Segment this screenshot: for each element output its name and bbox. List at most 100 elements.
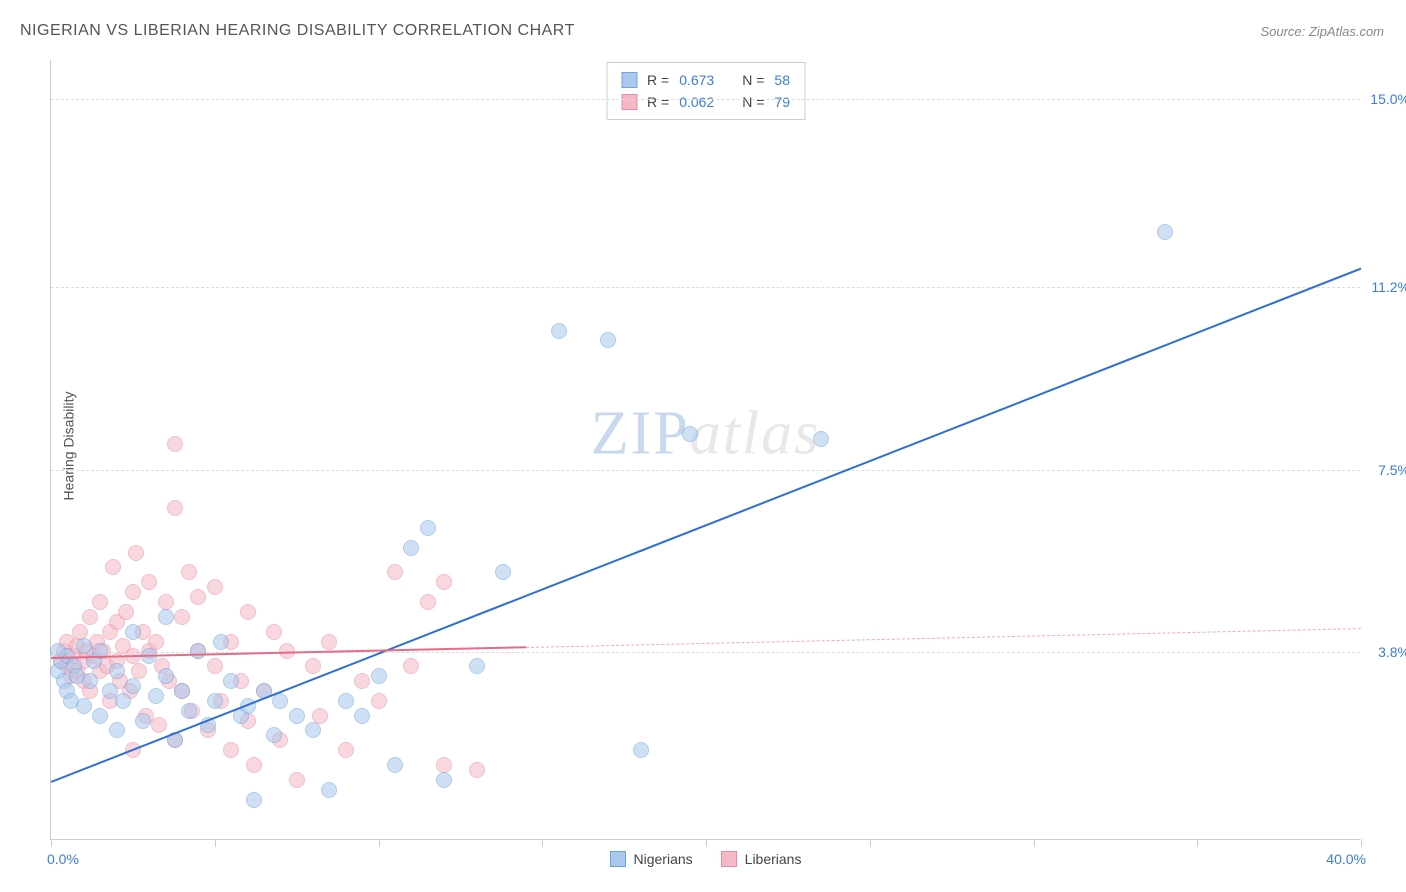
scatter-point <box>289 772 305 788</box>
scatter-point <box>338 742 354 758</box>
scatter-point <box>92 708 108 724</box>
scatter-point <box>72 624 88 640</box>
watermark-part1: ZIP <box>591 399 690 467</box>
scatter-point <box>266 624 282 640</box>
chart-title: NIGERIAN VS LIBERIAN HEARING DISABILITY … <box>20 22 575 40</box>
legend-swatch <box>610 851 626 867</box>
scatter-point <box>223 742 239 758</box>
scatter-point <box>181 703 197 719</box>
n-value: 79 <box>774 91 790 113</box>
scatter-point <box>1157 224 1173 240</box>
scatter-point <box>551 323 567 339</box>
scatter-point <box>321 782 337 798</box>
scatter-point <box>213 634 229 650</box>
watermark: ZIPatlas <box>591 398 821 469</box>
series-legend: Nigerians Liberians <box>610 851 802 867</box>
scatter-point <box>387 564 403 580</box>
scatter-point <box>125 584 141 600</box>
scatter-point <box>305 722 321 738</box>
scatter-point <box>403 540 419 556</box>
scatter-point <box>354 708 370 724</box>
r-label: R = <box>647 69 669 91</box>
legend-swatch <box>621 94 637 110</box>
scatter-point <box>436 574 452 590</box>
scatter-point <box>128 545 144 561</box>
y-tick-label: 15.0% <box>1370 91 1406 107</box>
scatter-point <box>305 658 321 674</box>
r-value: 0.062 <box>679 91 714 113</box>
r-value: 0.673 <box>679 69 714 91</box>
scatter-point <box>148 688 164 704</box>
scatter-point <box>371 693 387 709</box>
scatter-point <box>813 431 829 447</box>
scatter-point <box>167 500 183 516</box>
x-min-label: 0.0% <box>47 851 79 867</box>
scatter-point <box>338 693 354 709</box>
x-tick <box>870 839 871 847</box>
watermark-part2: atlas <box>690 399 821 467</box>
scatter-point <box>469 762 485 778</box>
n-label: N = <box>742 91 764 113</box>
scatter-point <box>633 742 649 758</box>
scatter-point <box>436 772 452 788</box>
plot-area: ZIPatlas R =0.673N =58R =0.062N =79 Nige… <box>50 60 1360 840</box>
correlation-legend: R =0.673N =58R =0.062N =79 <box>606 62 805 120</box>
scatter-point <box>246 757 262 773</box>
scatter-point <box>181 564 197 580</box>
scatter-point <box>158 594 174 610</box>
scatter-point <box>125 624 141 640</box>
x-max-label: 40.0% <box>1326 851 1366 867</box>
scatter-point <box>92 594 108 610</box>
scatter-point <box>469 658 485 674</box>
scatter-point <box>190 589 206 605</box>
legend-item: Nigerians <box>610 851 693 867</box>
scatter-point <box>131 663 147 679</box>
r-label: R = <box>647 91 669 113</box>
scatter-point <box>420 594 436 610</box>
scatter-point <box>82 609 98 625</box>
scatter-point <box>105 559 121 575</box>
trendline <box>51 267 1362 782</box>
x-tick <box>1361 839 1362 847</box>
scatter-point <box>371 668 387 684</box>
scatter-point <box>207 693 223 709</box>
legend-stats-row: R =0.673N =58 <box>621 69 790 91</box>
scatter-point <box>682 426 698 442</box>
scatter-point <box>420 520 436 536</box>
source-attribution: Source: ZipAtlas.com <box>1260 24 1384 39</box>
gridline <box>51 470 1360 471</box>
legend-label: Nigerians <box>634 851 693 867</box>
scatter-point <box>403 658 419 674</box>
x-tick <box>542 839 543 847</box>
gridline <box>51 287 1360 288</box>
n-label: N = <box>742 69 764 91</box>
scatter-point <box>148 634 164 650</box>
trendline-extrapolated <box>526 628 1361 648</box>
legend-label: Liberians <box>745 851 802 867</box>
scatter-point <box>76 698 92 714</box>
legend-stats-row: R = 0.062 N = 79 <box>621 91 790 113</box>
y-tick-label: 7.5% <box>1378 462 1406 478</box>
scatter-point <box>109 722 125 738</box>
x-tick <box>51 839 52 847</box>
gridline <box>51 99 1360 100</box>
scatter-point <box>135 713 151 729</box>
scatter-point <box>174 609 190 625</box>
scatter-point <box>207 579 223 595</box>
scatter-point <box>223 673 239 689</box>
scatter-point <box>289 708 305 724</box>
scatter-point <box>207 658 223 674</box>
scatter-point <box>151 717 167 733</box>
scatter-point <box>266 727 282 743</box>
y-tick-label: 3.8% <box>1378 644 1406 660</box>
scatter-point <box>321 634 337 650</box>
scatter-point <box>158 668 174 684</box>
scatter-point <box>312 708 328 724</box>
scatter-point <box>190 643 206 659</box>
x-tick <box>215 839 216 847</box>
scatter-point <box>158 609 174 625</box>
scatter-point <box>174 683 190 699</box>
scatter-point <box>600 332 616 348</box>
legend-item: Liberians <box>721 851 802 867</box>
scatter-point <box>141 574 157 590</box>
